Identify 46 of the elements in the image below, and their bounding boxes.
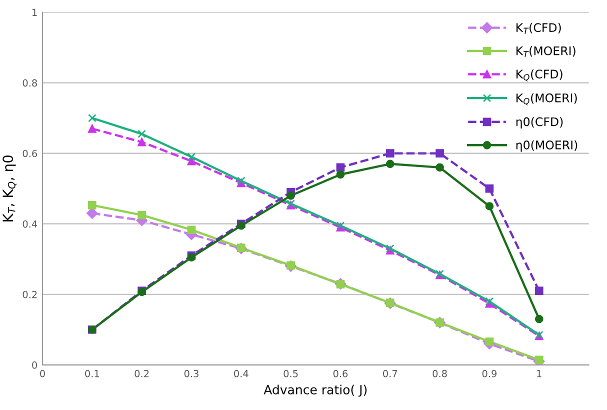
point — [88, 124, 96, 133]
y-axis-title: K$_{T}$, K$_{Q}$, η0 — [2, 155, 16, 222]
legend-label: η0(MOERI) — [516, 140, 578, 152]
point — [386, 149, 394, 158]
y-tick-label: 0.2 — [22, 290, 37, 298]
point — [485, 184, 494, 193]
point — [534, 286, 544, 296]
point — [436, 149, 444, 158]
point — [187, 152, 196, 162]
x-tick-label: 0 — [40, 370, 45, 378]
x-tick-label: 0.7 — [383, 370, 398, 378]
x-tick-label: 0.2 — [134, 370, 149, 378]
point — [138, 138, 146, 146]
point — [386, 160, 394, 168]
point — [138, 130, 146, 138]
x-tick-label: 0.8 — [432, 370, 447, 378]
point — [88, 114, 96, 122]
point — [436, 163, 444, 172]
y-tick-label: 0.4 — [22, 220, 38, 228]
point — [534, 314, 544, 324]
x-axis-title: Advance ratio( J) — [264, 384, 367, 397]
legend-label: K$_{T}$(CFD) — [516, 22, 561, 34]
point — [485, 337, 494, 346]
y-tick-label: 1 — [32, 8, 37, 16]
x-tick-label: 0.1 — [85, 370, 99, 378]
y-tick-label: 0.8 — [22, 79, 37, 87]
y-tick-label: 0 — [32, 361, 37, 369]
point — [88, 201, 96, 210]
point — [485, 202, 494, 210]
point — [86, 208, 98, 219]
x-tick-label: 0.9 — [482, 370, 497, 378]
point — [286, 191, 295, 200]
x-tick-label: 0.5 — [284, 370, 298, 378]
point — [187, 226, 196, 234]
point — [336, 170, 345, 179]
legend-label: K$_{Q}$(MOERI) — [516, 93, 577, 106]
point — [187, 156, 196, 166]
legend-label: K$_{T}$(MOERI) — [516, 46, 576, 58]
legend-label: η0(CFD) — [516, 117, 563, 129]
legend-label: K$_{Q}$(CFD) — [516, 69, 562, 82]
x-tick-label: 0.3 — [184, 370, 198, 378]
point — [138, 210, 146, 220]
x-tick-label: 0.4 — [234, 370, 248, 378]
y-tick-label: 0.6 — [22, 150, 38, 158]
x-tick-label: 0.6 — [333, 370, 348, 378]
x-tick-label: 1 — [537, 370, 542, 378]
